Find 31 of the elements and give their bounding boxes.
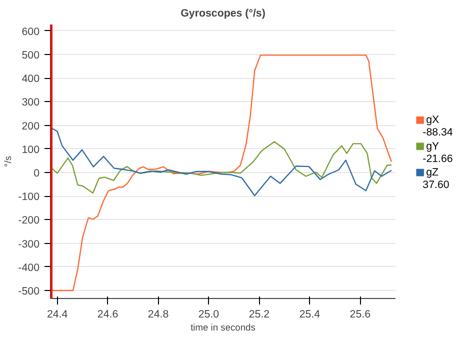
legend-label: gX: [426, 114, 440, 126]
y-tick-label: -400: [18, 262, 40, 274]
y-tick-label: 500: [22, 49, 40, 62]
y-tick-label: 100: [22, 144, 40, 156]
x-tick-label: 25.2: [248, 308, 270, 320]
x-tick-label: 25.0: [198, 308, 220, 320]
y-tick-label: 0: [34, 167, 40, 180]
x-tick-label: 25.6: [350, 308, 371, 320]
line-series: [50, 141, 392, 194]
y-tick-label: -200: [18, 214, 40, 227]
y-axis-title: °/s: [3, 156, 14, 167]
y-tick-label: 300: [22, 96, 40, 109]
line-series: [50, 127, 392, 196]
text: -21.66: [422, 152, 453, 165]
x-tick-label: 25.4: [299, 308, 320, 320]
legend-label: gY: [426, 140, 440, 152]
text: 37.60: [422, 178, 450, 191]
y-tick-label: -500: [18, 285, 40, 298]
x-tick-label: 24.4: [46, 308, 68, 320]
y-tick-label: 600: [22, 26, 40, 38]
legend-label: gZ: [426, 166, 439, 179]
y-tick-label: 200: [22, 120, 40, 132]
x-tick-label: 24.6: [97, 308, 118, 320]
x-tick-label: 24.8: [148, 308, 169, 320]
chart-title: Gyroscopes (°/s): [180, 8, 266, 20]
text: -88.34: [422, 126, 453, 139]
line-series: [50, 54, 392, 292]
y-tick-label: 400: [22, 73, 40, 86]
x-axis-title: time in seconds: [190, 322, 256, 332]
y-tick-label: -100: [18, 191, 40, 204]
y-tick-label: -300: [18, 238, 40, 250]
